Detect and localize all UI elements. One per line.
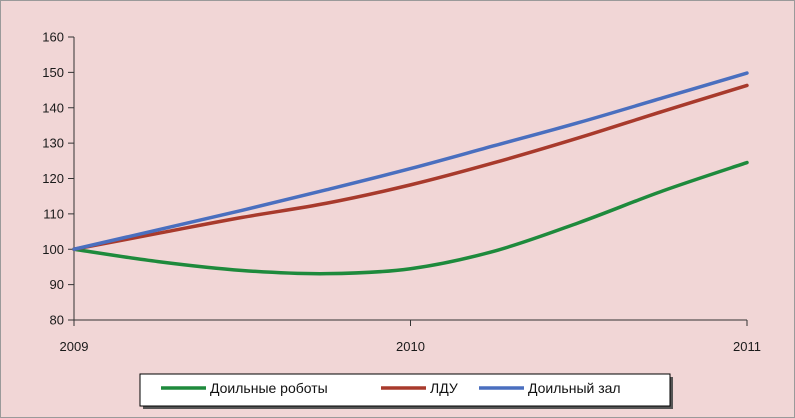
x-tick-label: 2010 bbox=[396, 339, 425, 354]
legend-label-milking-robots: Доильные роботы bbox=[210, 380, 328, 396]
legend-box bbox=[139, 373, 671, 407]
y-tick-label: 150 bbox=[42, 65, 64, 80]
x-tick-label: 2009 bbox=[60, 339, 89, 354]
y-tick-label: 100 bbox=[42, 242, 64, 257]
legend: Доильные роботы ЛДУ Доильный зал bbox=[139, 373, 673, 409]
y-tick-label: 130 bbox=[42, 136, 64, 151]
series-line-ldu bbox=[72, 83, 749, 251]
y-tick-label: 80 bbox=[50, 313, 64, 328]
series-line-milking-robots bbox=[72, 160, 749, 276]
legend-label-ldu: ЛДУ bbox=[430, 380, 458, 396]
legend-label-milking-parlor: Доильный зал bbox=[528, 380, 621, 396]
y-tick-label: 90 bbox=[50, 277, 64, 292]
y-tick-label: 140 bbox=[42, 100, 64, 115]
y-tick-label: 160 bbox=[42, 30, 64, 45]
series-line-milking-parlor bbox=[72, 71, 749, 251]
x-tick-label: 2011 bbox=[733, 339, 761, 354]
y-tick-label: 120 bbox=[42, 171, 64, 186]
y-tick-label: 110 bbox=[43, 206, 64, 221]
